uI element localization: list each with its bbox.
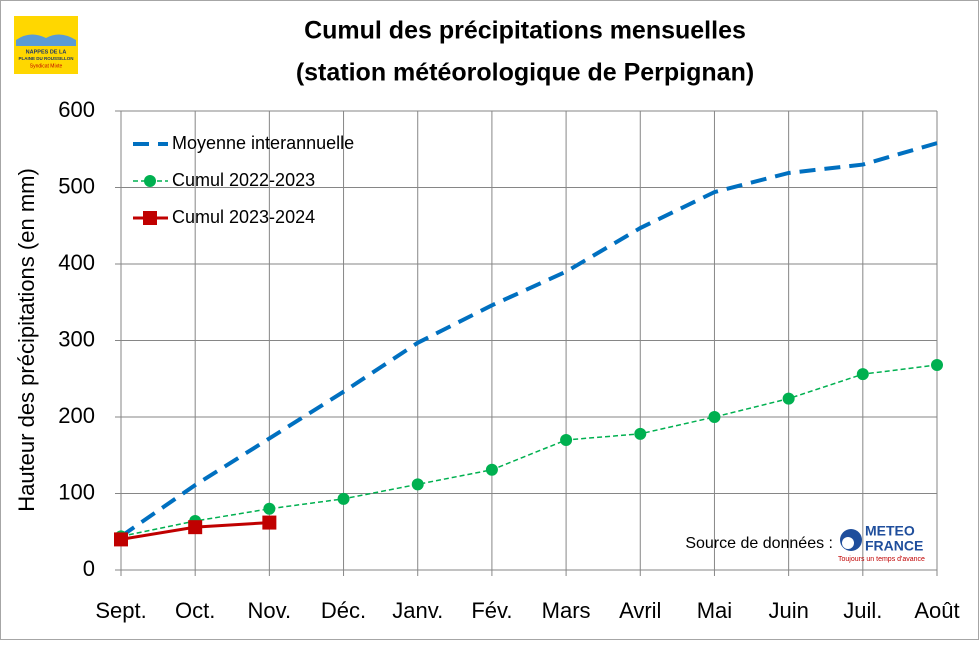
y-axis-label: Hauteur des précipitations (en mm) xyxy=(14,168,39,512)
point xyxy=(708,411,721,423)
x-tick-label: Janv. xyxy=(392,598,443,623)
x-tick-label: Juin xyxy=(768,598,808,623)
x-tick-label: Déc. xyxy=(321,598,366,623)
y-tick-label: 0 xyxy=(83,556,95,581)
logo-text: Toujours un temps d'avance xyxy=(838,556,925,563)
x-tick-label: Nov. xyxy=(248,598,292,623)
y-tick-label: 600 xyxy=(58,97,95,122)
y-tick-label: 300 xyxy=(58,326,95,351)
point xyxy=(634,427,647,440)
legend-entry: Cumul 2023-2024 xyxy=(133,207,315,227)
legend-entry: Cumul 2022-2023 xyxy=(133,170,315,190)
x-tick-label: Août xyxy=(914,598,959,623)
chart-subtitle: (station météorologique de Perpignan) xyxy=(296,59,754,87)
legend-label: Cumul 2022-2023 xyxy=(172,170,315,190)
logo-circle xyxy=(842,537,854,549)
x-tick-label: Juil. xyxy=(843,598,882,623)
point xyxy=(931,358,943,371)
x-tick-label: Mai xyxy=(697,598,732,623)
series-line xyxy=(120,364,938,538)
x-tick-label: Mars xyxy=(542,598,591,623)
logo-text: NAPPES DE LA xyxy=(26,49,67,55)
point xyxy=(560,433,573,446)
logo-text: FRANCE xyxy=(865,538,923,554)
logo-text: Syndicat Mixte xyxy=(30,63,63,69)
point xyxy=(263,502,276,515)
corner-logo: NAPPES DE LA PLAINE DU ROUSSILLON Syndic… xyxy=(14,16,78,74)
legend-entry: Moyenne interannuelle xyxy=(133,133,354,153)
plot: 0 100 200 300 400 500 600 Sept. Oct. Nov. Déc. Janv… xyxy=(58,97,959,623)
source-logo: METEO FRANCE Toujours un temps d'avance xyxy=(838,523,925,563)
x-tick-label: Sept. xyxy=(95,598,146,623)
point xyxy=(411,478,424,491)
chart-title: Cumul des précipitations mensuelles xyxy=(304,17,746,45)
point xyxy=(188,520,203,535)
logo-text: PLAINE DU ROUSSILLON xyxy=(18,56,73,61)
y-tick-label: 400 xyxy=(58,250,95,275)
point xyxy=(485,463,498,476)
y-tick-label: 200 xyxy=(58,403,95,428)
source-label: Source de données : xyxy=(685,535,833,552)
legend-label: Moyenne interannuelle xyxy=(172,133,354,153)
point xyxy=(114,532,128,547)
y-tick-label: 500 xyxy=(58,173,95,198)
point xyxy=(262,515,277,530)
series-line xyxy=(119,141,938,538)
legend-label: Cumul 2023-2024 xyxy=(172,207,315,227)
x-tick-label: Avril xyxy=(619,598,661,623)
x-tick-label: Fév. xyxy=(471,598,512,623)
x-tick-label: Oct. xyxy=(175,598,215,623)
point xyxy=(782,392,795,405)
legend-marker xyxy=(144,175,156,187)
logo-wave xyxy=(16,34,76,46)
point xyxy=(337,492,350,505)
logo-text: METEO xyxy=(865,523,915,539)
y-tick-label: 100 xyxy=(58,479,95,504)
legend-marker xyxy=(143,211,157,225)
point xyxy=(856,368,869,381)
